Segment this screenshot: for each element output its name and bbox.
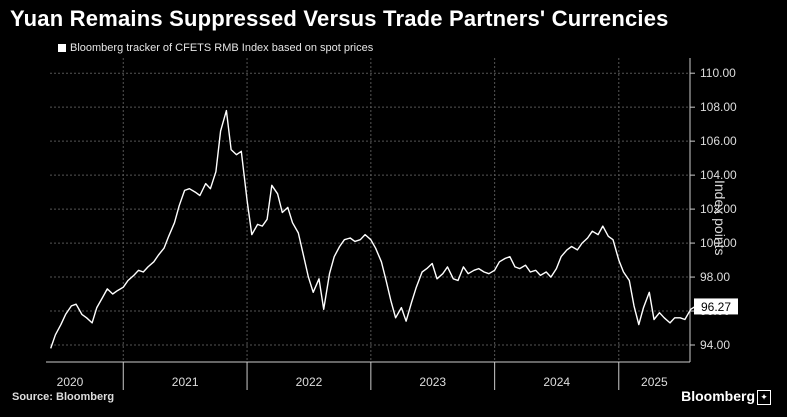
- last-value-box: [694, 298, 738, 315]
- legend-swatch: [58, 44, 66, 52]
- grid-layer: [50, 58, 690, 362]
- series-line: [50, 109, 696, 349]
- legend: Bloomberg tracker of CFETS RMB Index bas…: [58, 42, 373, 54]
- y-tick-label: 106.00: [700, 134, 737, 148]
- y-tick-label: 110.00: [700, 66, 736, 80]
- axis-layer: 94.0096.0098.00100.00102.00104.00106.001…: [46, 58, 737, 390]
- x-tick-label: 2022: [296, 375, 323, 389]
- y-tick-label: 108.00: [700, 100, 737, 114]
- brand-mark-icon: ✦: [757, 390, 771, 405]
- series-layer: 96.27: [50, 109, 738, 349]
- x-tick-label: 2024: [543, 375, 570, 389]
- y-tick-label: 100.00: [700, 236, 737, 250]
- legend-label: Bloomberg tracker of CFETS RMB Index bas…: [70, 42, 374, 54]
- y-tick-label: 104.00: [700, 168, 737, 182]
- x-tick-label: 2025: [641, 375, 668, 389]
- x-tick-label: 2021: [172, 375, 199, 389]
- y-axis-label: Index points: [712, 180, 728, 256]
- y-tick-label: 94.00: [700, 338, 730, 352]
- x-tick-label: 2023: [419, 375, 446, 389]
- y-tick-label: 102.00: [700, 202, 737, 216]
- last-value-label: 96.27: [701, 300, 731, 314]
- x-tick-label: 2020: [57, 375, 84, 389]
- source-note: Source: Bloomberg: [12, 391, 115, 403]
- y-tick-label: 98.00: [700, 270, 730, 284]
- brand-logo: Bloomberg: [681, 388, 755, 404]
- chart-title: Yuan Remains Suppressed Versus Trade Par…: [10, 6, 669, 31]
